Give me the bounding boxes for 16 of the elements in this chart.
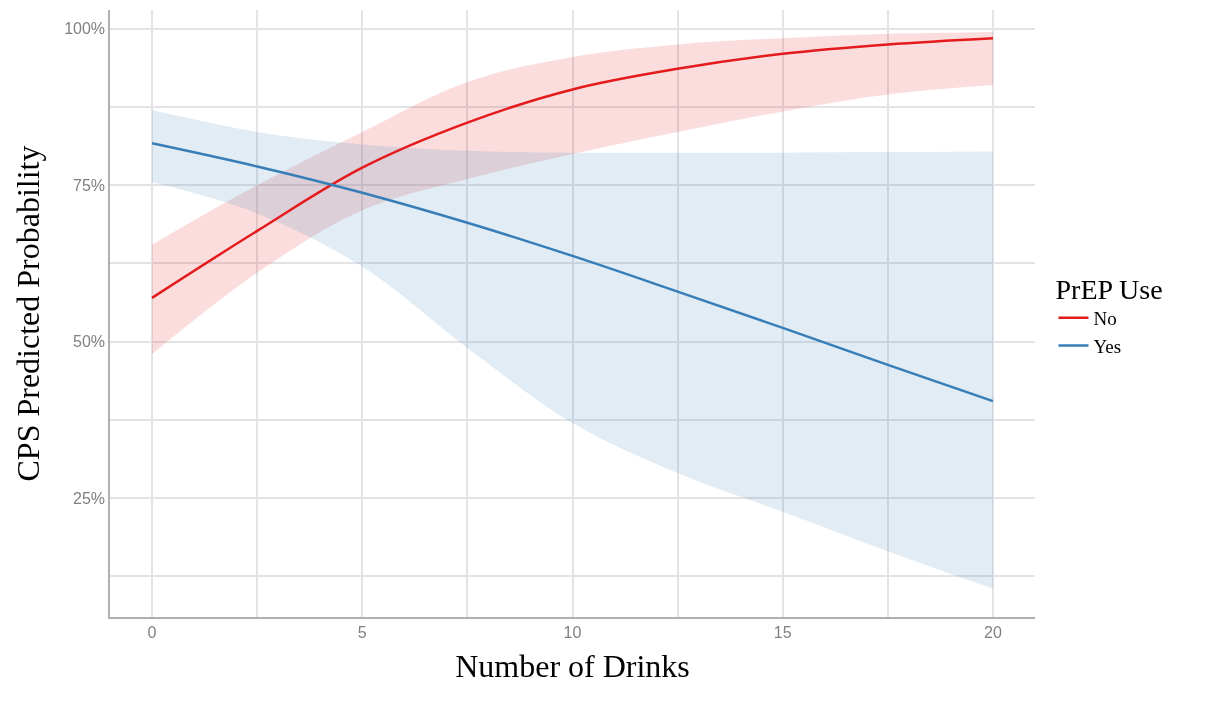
y-tick-label: 75% (73, 176, 106, 194)
x-tick-label: 10 (563, 623, 582, 641)
y-axis-title: CPS Predicted Probability (9, 145, 46, 482)
y-tick-label: 50% (73, 333, 106, 351)
y-tick-label: 100% (64, 20, 106, 38)
line-series (150, 36, 995, 300)
x-axis-title: Number of Drinks (455, 648, 690, 685)
x-tick-label: 0 (147, 623, 157, 641)
line-series (150, 142, 995, 403)
legend-title: PrEP Use (1055, 273, 1163, 305)
x-tick-label: 5 (357, 623, 367, 641)
y-tick-label: 25% (73, 489, 106, 507)
legend-label: Yes (1093, 335, 1122, 357)
x-tick-label: 15 (773, 623, 792, 641)
x-tick-label: 20 (984, 623, 1002, 641)
legend-label: No (1093, 308, 1117, 330)
